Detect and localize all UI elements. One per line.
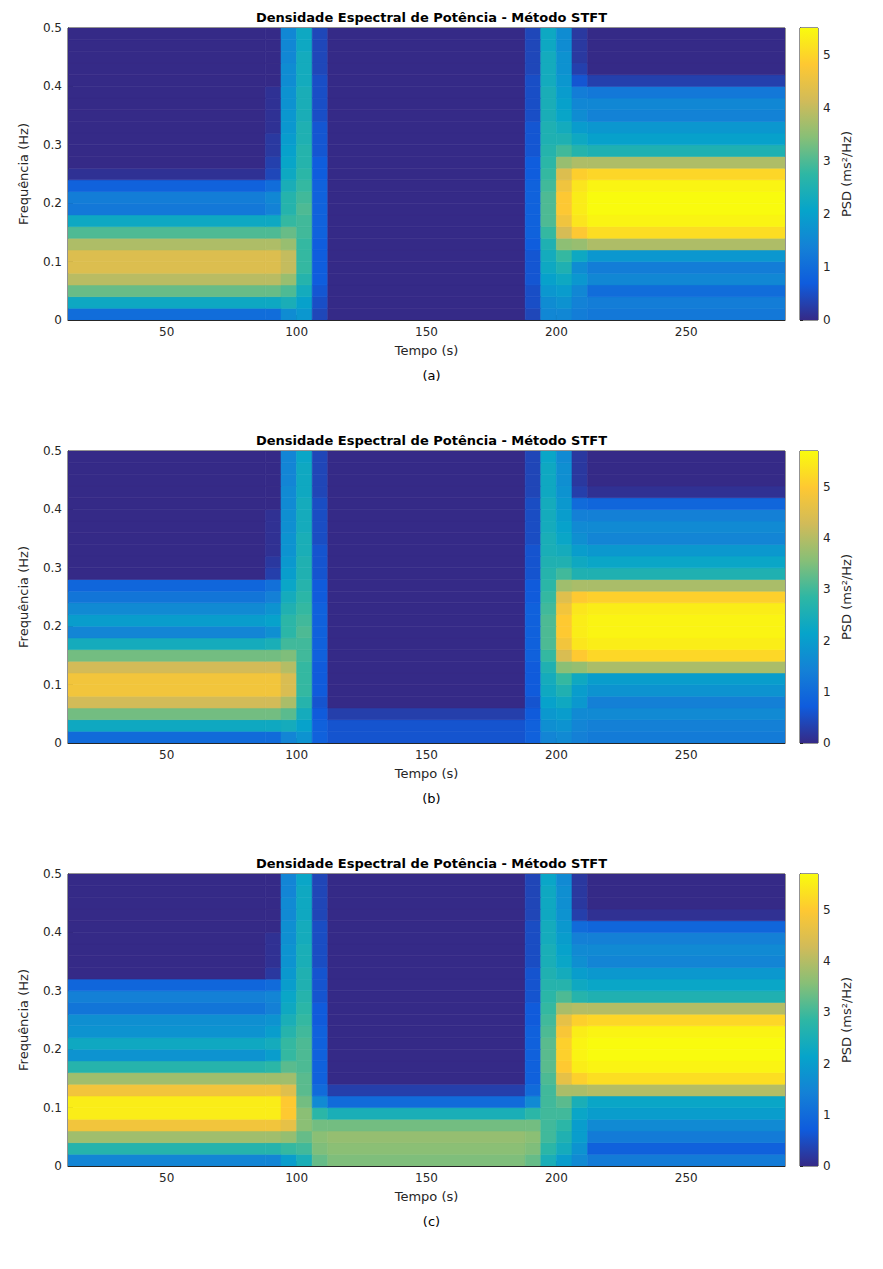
svg-text:0.4: 0.4 — [43, 925, 62, 939]
svg-text:PSD (ms²/Hz): PSD (ms²/Hz) — [839, 554, 854, 640]
svg-text:2: 2 — [823, 1057, 831, 1071]
svg-text:150: 150 — [415, 748, 438, 762]
svg-text:0.5: 0.5 — [43, 21, 62, 35]
svg-text:0: 0 — [823, 1159, 831, 1173]
svg-text:5: 5 — [823, 480, 831, 494]
svg-text:4: 4 — [823, 531, 831, 545]
svg-text:Frequência (Hz): Frequência (Hz) — [16, 546, 31, 648]
svg-text:3: 3 — [823, 1005, 831, 1019]
svg-text:0.3: 0.3 — [43, 984, 62, 998]
svg-text:1: 1 — [823, 1108, 831, 1122]
svg-text:0.3: 0.3 — [43, 138, 62, 152]
svg-text:250: 250 — [675, 325, 698, 339]
svg-text:Tempo (s): Tempo (s) — [394, 343, 459, 358]
svg-text:0: 0 — [54, 1159, 62, 1173]
svg-text:100: 100 — [285, 748, 308, 762]
svg-text:0: 0 — [54, 736, 62, 750]
svg-text:150: 150 — [415, 1171, 438, 1185]
svg-text:100: 100 — [285, 325, 308, 339]
svg-text:50: 50 — [159, 748, 174, 762]
svg-text:0.4: 0.4 — [43, 79, 62, 93]
svg-text:5: 5 — [823, 903, 831, 917]
svg-text:Tempo (s): Tempo (s) — [394, 1189, 459, 1204]
svg-text:0: 0 — [823, 313, 831, 327]
svg-text:4: 4 — [823, 101, 831, 115]
svg-text:0: 0 — [823, 736, 831, 750]
svg-text:0.3: 0.3 — [43, 561, 62, 575]
svg-text:Frequência (Hz): Frequência (Hz) — [16, 123, 31, 225]
svg-text:1: 1 — [823, 685, 831, 699]
svg-text:0: 0 — [54, 313, 62, 327]
svg-text:Densidade Espectral de Potênci: Densidade Espectral de Potência - Método… — [256, 433, 607, 448]
svg-text:150: 150 — [415, 325, 438, 339]
svg-text:3: 3 — [823, 582, 831, 596]
svg-text:Frequência (Hz): Frequência (Hz) — [16, 969, 31, 1071]
svg-text:5: 5 — [823, 48, 831, 62]
svg-text:0.1: 0.1 — [43, 678, 62, 692]
svg-text:1: 1 — [823, 260, 831, 274]
svg-text:0.2: 0.2 — [43, 1042, 62, 1056]
svg-text:Densidade Espectral de Potênci: Densidade Espectral de Potência - Método… — [256, 856, 607, 871]
svg-text:3: 3 — [823, 154, 831, 168]
svg-text:0.1: 0.1 — [43, 255, 62, 269]
svg-text:PSD (ms²/Hz): PSD (ms²/Hz) — [839, 977, 854, 1063]
svg-text:(a): (a) — [422, 368, 440, 383]
svg-text:200: 200 — [545, 325, 568, 339]
svg-text:50: 50 — [159, 1171, 174, 1185]
svg-text:Tempo (s): Tempo (s) — [394, 766, 459, 781]
svg-text:250: 250 — [675, 1171, 698, 1185]
svg-text:2: 2 — [823, 634, 831, 648]
svg-text:0.2: 0.2 — [43, 196, 62, 210]
svg-text:0.2: 0.2 — [43, 619, 62, 633]
svg-text:50: 50 — [159, 325, 174, 339]
svg-text:100: 100 — [285, 1171, 308, 1185]
svg-text:Densidade Espectral de Potênci: Densidade Espectral de Potência - Método… — [256, 10, 607, 25]
svg-text:0.4: 0.4 — [43, 502, 62, 516]
svg-text:(b): (b) — [422, 791, 440, 806]
svg-text:250: 250 — [675, 748, 698, 762]
svg-text:0.5: 0.5 — [43, 444, 62, 458]
svg-text:0.1: 0.1 — [43, 1101, 62, 1115]
svg-text:0.5: 0.5 — [43, 867, 62, 881]
svg-text:200: 200 — [545, 1171, 568, 1185]
svg-text:(c): (c) — [423, 1214, 440, 1229]
svg-text:200: 200 — [545, 748, 568, 762]
svg-text:PSD (ms²/Hz): PSD (ms²/Hz) — [839, 131, 854, 217]
svg-text:2: 2 — [823, 207, 831, 221]
svg-text:4: 4 — [823, 954, 831, 968]
